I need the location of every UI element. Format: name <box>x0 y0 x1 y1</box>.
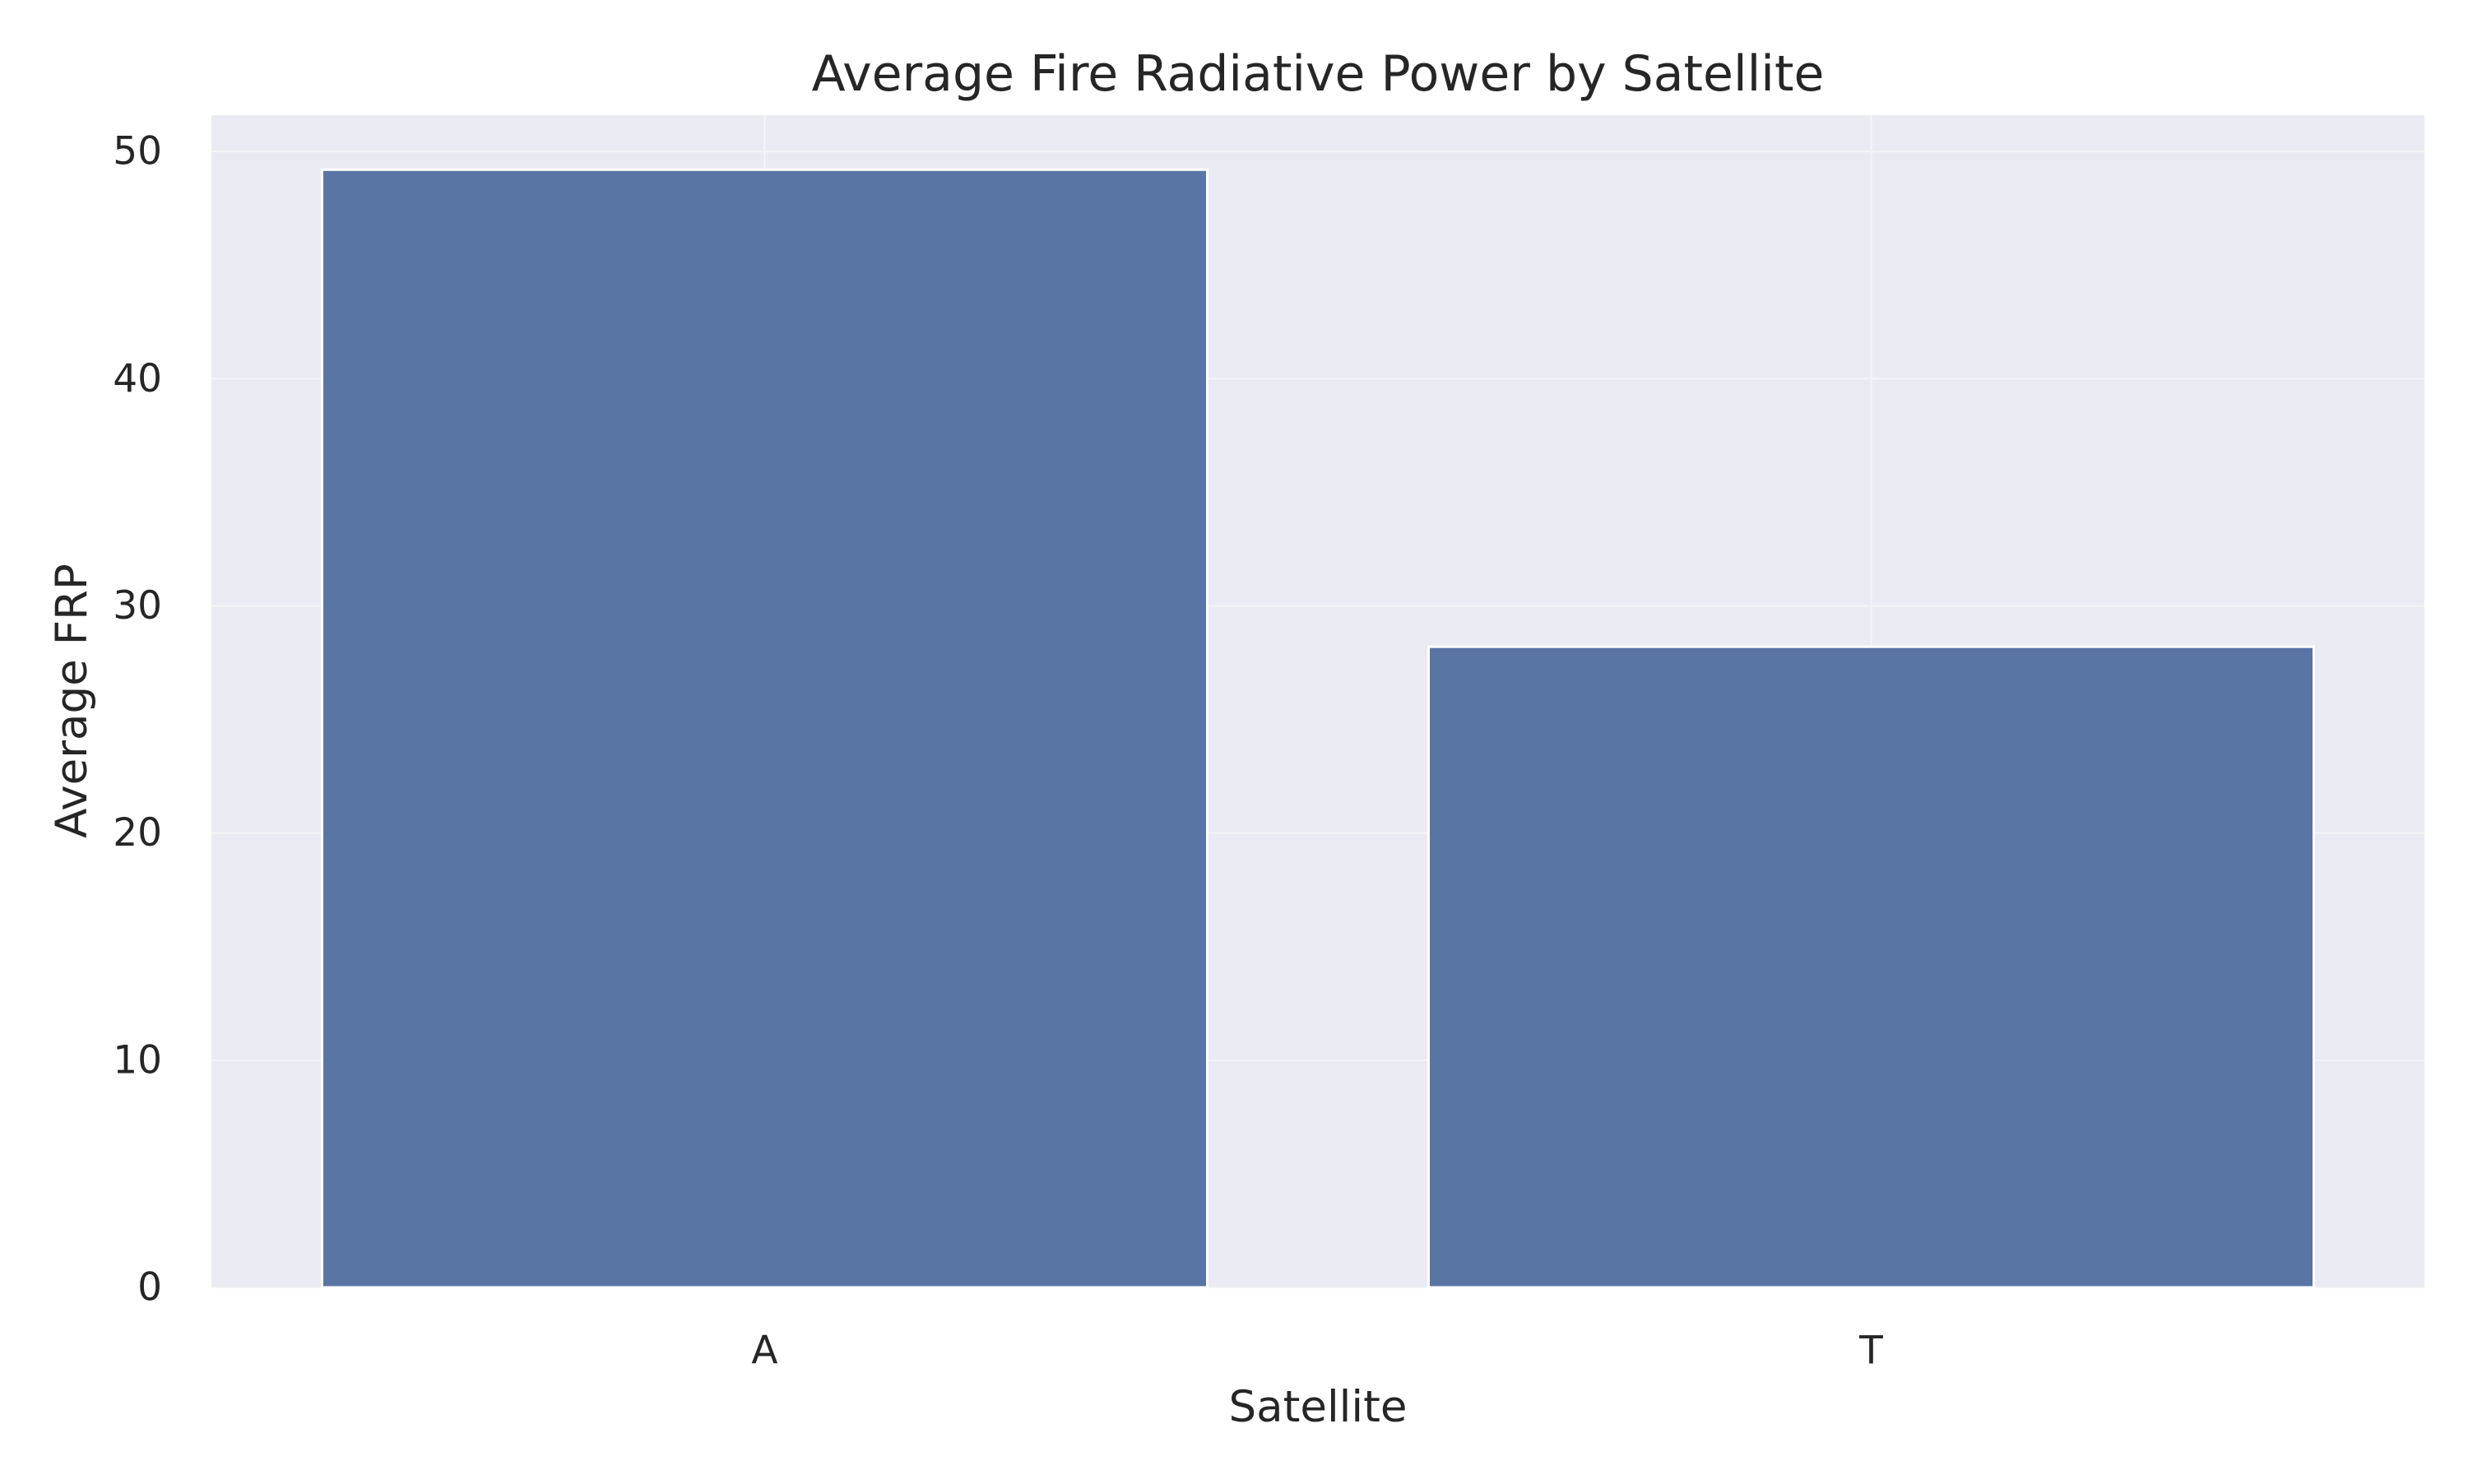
y-tick-label: 10 <box>113 1037 162 1083</box>
bars <box>321 168 2315 1289</box>
bar-t <box>1427 645 2315 1289</box>
x-tick-label: T <box>1858 1329 1883 1374</box>
y-tick-label: 30 <box>113 583 162 628</box>
x-tick-label: A <box>751 1329 777 1374</box>
y-tick-label: 0 <box>137 1265 162 1310</box>
x-axis-label: Satellite <box>1228 1382 1407 1432</box>
y-axis-label: Average FRP <box>47 563 97 838</box>
y-tick-labels: 0 10 20 30 40 50 <box>113 129 162 1310</box>
y-tick-label: 20 <box>113 810 162 856</box>
y-tick-label: 50 <box>113 129 162 174</box>
y-tick-label: 40 <box>113 356 162 401</box>
bar-a <box>321 168 1208 1289</box>
chart-title: Average Fire Radiative Power by Satellit… <box>812 45 1825 103</box>
